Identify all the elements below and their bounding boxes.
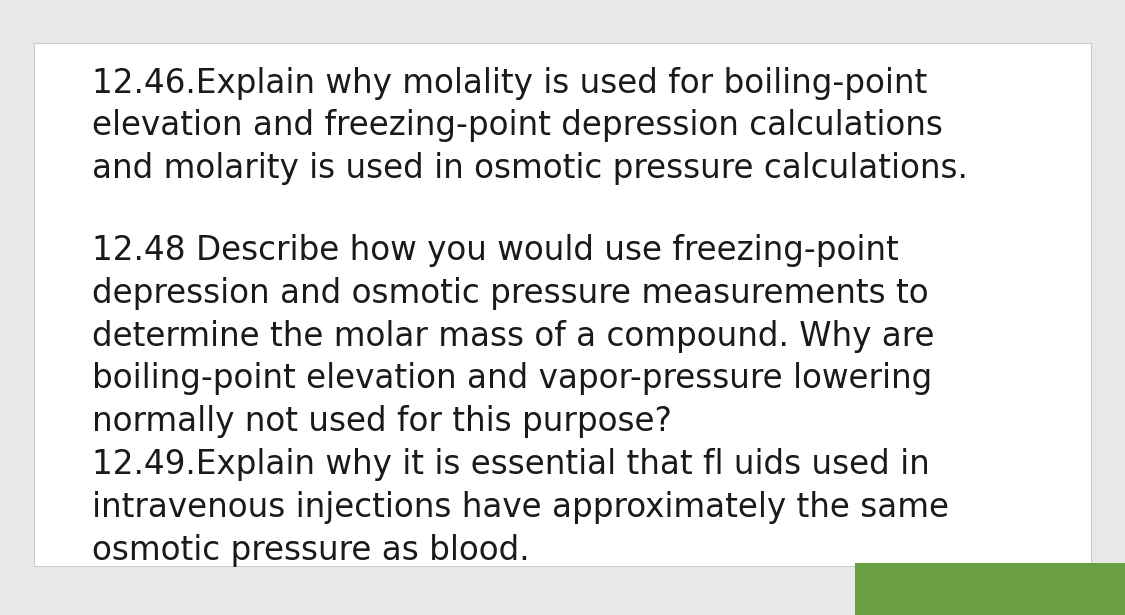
Text: 12.49.Explain why it is essential that fl uids used in
intravenous injections ha: 12.49.Explain why it is essential that f… [92, 448, 948, 567]
Text: 12.48 Describe how you would use freezing-point
depression and osmotic pressure : 12.48 Describe how you would use freezin… [92, 234, 935, 438]
Text: 12.46.Explain why molality is used for boiling-point
elevation and freezing-poin: 12.46.Explain why molality is used for b… [92, 66, 968, 185]
